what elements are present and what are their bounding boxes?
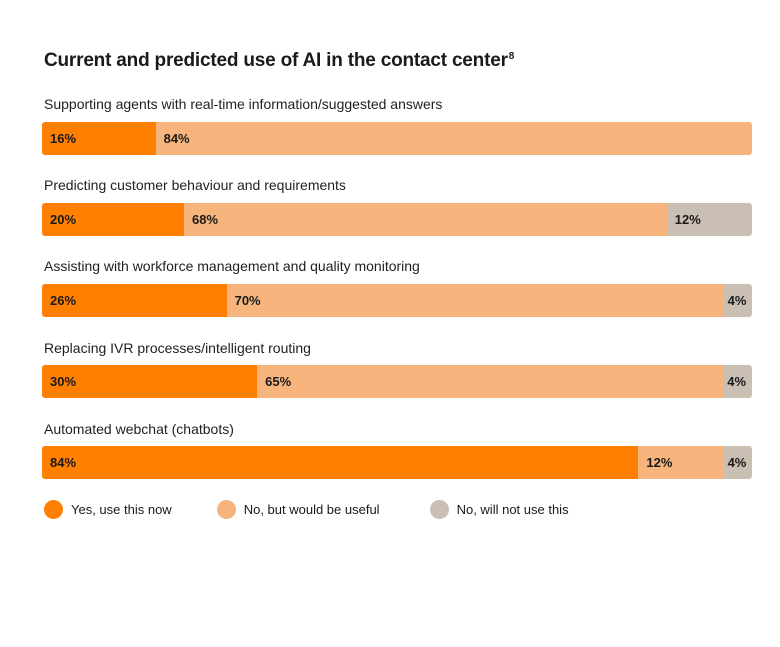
stacked-bar: 16% 84% bbox=[42, 122, 752, 155]
stacked-bar: 84% 12% 4% bbox=[42, 446, 752, 479]
bar-segment: 70% bbox=[226, 284, 724, 317]
legend-entry: No, but would be useful bbox=[216, 500, 380, 519]
bar-segment: 84% bbox=[155, 122, 752, 155]
data-label: 65% bbox=[265, 374, 292, 389]
bar-segment: 65% bbox=[257, 365, 724, 398]
data-label: 4% bbox=[727, 374, 747, 389]
data-label: 26% bbox=[50, 293, 77, 308]
bar-segment: 4% bbox=[723, 365, 752, 398]
bar-segment: 16% bbox=[42, 122, 156, 155]
legend-swatch bbox=[216, 500, 236, 519]
data-label: 20% bbox=[50, 212, 77, 227]
stacked-bar: 20% 68% 12% bbox=[42, 203, 752, 236]
bar-segment: 12% bbox=[666, 203, 752, 236]
legend-label: No, but would be useful bbox=[243, 502, 380, 517]
legend-swatch bbox=[44, 500, 63, 519]
bar-segment: 30% bbox=[42, 365, 258, 398]
legend-swatch bbox=[429, 500, 449, 519]
data-label: 4% bbox=[727, 293, 747, 308]
data-label: 70% bbox=[234, 293, 261, 308]
bar-segment: 68% bbox=[184, 203, 667, 236]
category-label: Replacing IVR processes/intelligent rout… bbox=[44, 340, 311, 356]
data-label: 16% bbox=[50, 131, 77, 146]
data-label: 4% bbox=[727, 455, 747, 470]
data-label: 84% bbox=[163, 131, 190, 146]
legend-label: Yes, use this now bbox=[71, 502, 172, 517]
bar-segment: 20% bbox=[42, 203, 184, 236]
bar-segment: 4% bbox=[723, 284, 752, 317]
legend-label: No, will not use this bbox=[456, 502, 569, 517]
data-label: 30% bbox=[50, 374, 77, 389]
title-footnote: 8 bbox=[508, 50, 515, 62]
category-label: Automated webchat (chatbots) bbox=[44, 421, 234, 437]
legend-entry: Yes, use this now bbox=[44, 500, 172, 519]
bar-segment: 4% bbox=[723, 446, 752, 479]
stacked-bar: 30% 65% 4% bbox=[42, 365, 752, 398]
bar-segment: 84% bbox=[42, 446, 639, 479]
category-label: Predicting customer behaviour and requir… bbox=[44, 177, 346, 193]
category-label: Supporting agents with real-time informa… bbox=[44, 96, 443, 112]
legend-entry: No, will not use this bbox=[429, 500, 569, 519]
data-label: 68% bbox=[192, 212, 219, 227]
stacked-bar: 26% 70% 4% bbox=[42, 284, 752, 317]
data-label: 84% bbox=[50, 455, 77, 470]
data-label: 12% bbox=[674, 212, 701, 227]
category-label: Assisting with workforce management and … bbox=[44, 258, 420, 274]
data-label: 12% bbox=[646, 455, 673, 470]
bar-segment: 12% bbox=[638, 446, 724, 479]
chart-title: Current and predicted use of AI in the c… bbox=[44, 50, 515, 71]
legend: Yes, use this now No, but would be useful… bbox=[44, 500, 569, 519]
bar-segment: 26% bbox=[42, 284, 227, 317]
